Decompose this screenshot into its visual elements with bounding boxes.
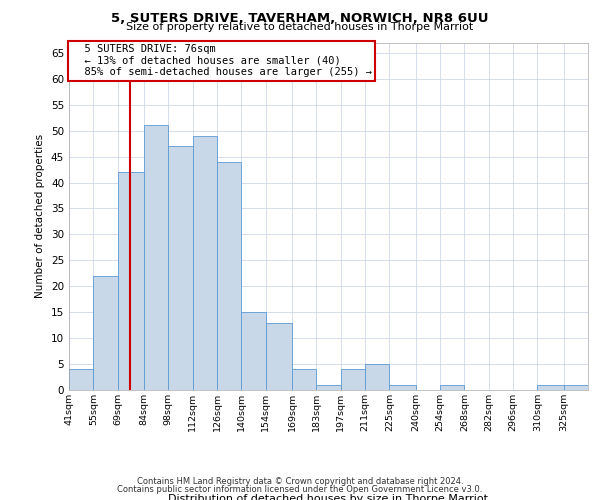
Text: 5, SUTERS DRIVE, TAVERHAM, NORWICH, NR8 6UU: 5, SUTERS DRIVE, TAVERHAM, NORWICH, NR8 … [111, 12, 489, 26]
Bar [316, 385, 341, 390]
Bar [118, 172, 144, 390]
Bar [69, 370, 94, 390]
Bar [94, 276, 118, 390]
Text: Contains public sector information licensed under the Open Government Licence v3: Contains public sector information licen… [118, 485, 482, 494]
Bar [144, 126, 168, 390]
Y-axis label: Number of detached properties: Number of detached properties [35, 134, 46, 298]
Bar [440, 385, 464, 390]
Bar [266, 322, 292, 390]
Bar [538, 385, 563, 390]
Bar [193, 136, 217, 390]
Bar [365, 364, 389, 390]
Bar [389, 385, 416, 390]
Text: Size of property relative to detached houses in Thorpe Marriot: Size of property relative to detached ho… [127, 22, 473, 32]
Bar [341, 370, 365, 390]
Bar [241, 312, 266, 390]
Text: Contains HM Land Registry data © Crown copyright and database right 2024.: Contains HM Land Registry data © Crown c… [137, 477, 463, 486]
Bar [217, 162, 241, 390]
Text: 5 SUTERS DRIVE: 76sqm
  ← 13% of detached houses are smaller (40)
  85% of semi-: 5 SUTERS DRIVE: 76sqm ← 13% of detached … [71, 44, 371, 78]
Bar [563, 385, 588, 390]
X-axis label: Distribution of detached houses by size in Thorpe Marriot: Distribution of detached houses by size … [169, 494, 488, 500]
Bar [168, 146, 193, 390]
Bar [292, 370, 316, 390]
